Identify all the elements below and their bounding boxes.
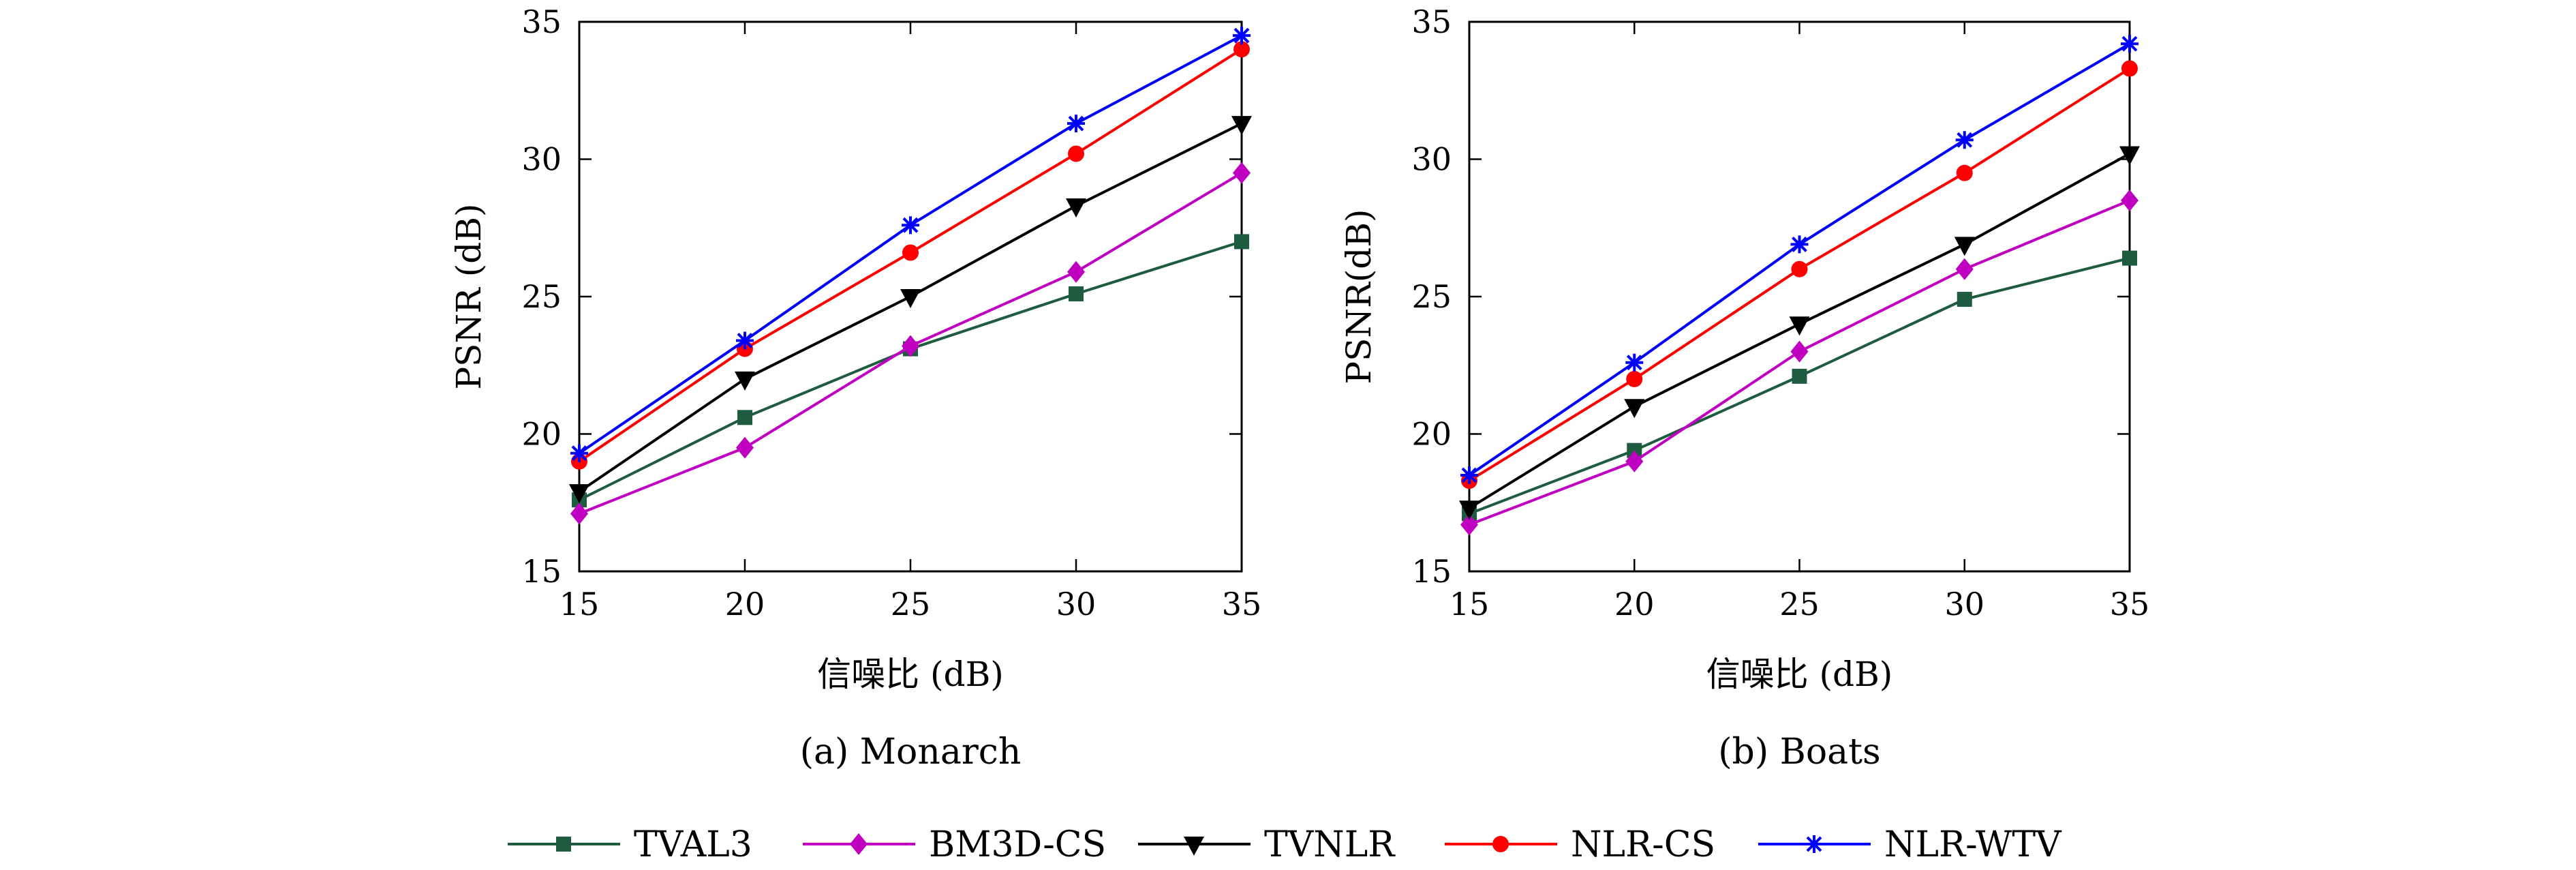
data-point-nlr-cs — [902, 244, 919, 261]
data-point-bm3d-cs — [1233, 162, 1251, 184]
x-tick-label: 35 — [1222, 586, 1262, 622]
legend-marker-bm3d-cs — [850, 833, 868, 855]
legend-label-tval3: TVAL3 — [634, 824, 752, 865]
data-point-tvnlr — [1624, 399, 1645, 419]
legend-label-nlr-cs: NLR-CS — [1571, 824, 1715, 865]
x-tick-label: 15 — [559, 586, 600, 622]
data-point-nlr-wtv — [1233, 27, 1251, 45]
legend-label-nlr-wtv: NLR-WTV — [1884, 824, 2062, 865]
legend-marker-tvnlr — [1184, 837, 1204, 856]
data-point-bm3d-cs — [1790, 340, 1809, 363]
series-line-tval3 — [1469, 256, 2130, 515]
data-point-tvnlr — [900, 289, 921, 308]
y-axis-label: PSNR (dB) — [449, 204, 489, 390]
data-point-nlr-wtv — [1790, 235, 1809, 254]
series-line-nlr-wtv — [578, 34, 1242, 455]
x-tick-label: 25 — [891, 586, 931, 622]
data-point-tvnlr — [1459, 500, 1479, 520]
legend-label-bm3d-cs: BM3D-CS — [929, 824, 1106, 865]
legend-marker-nlr-wtv — [1805, 835, 1823, 853]
data-point-tvnlr — [1231, 116, 1252, 136]
y-tick-label: 15 — [1411, 553, 1452, 590]
x-tick-label: 20 — [1614, 586, 1655, 622]
chart-boats: 15 20 25 30 35 15 20 25 30 35 信噪比 (dB) PSNR(dB) (b) … — [1339, 3, 2149, 772]
data-point-tval3 — [1069, 286, 1084, 301]
data-point-nlr-cs — [2121, 60, 2138, 77]
data-point-tval3 — [1792, 368, 1807, 384]
data-point-tvnlr — [1066, 198, 1086, 218]
series-line-nlr-wtv — [1468, 42, 2131, 477]
data-point-tval3 — [1957, 292, 1972, 308]
data-point-tval3 — [737, 410, 752, 425]
x-axis-label: 信噪比 (dB) — [817, 655, 1004, 694]
subfigure-caption: (a) Monarch — [800, 732, 1022, 772]
data-point-bm3d-cs — [1460, 513, 1478, 536]
data-point-tvnlr — [2119, 146, 2140, 166]
data-point-nlr-wtv — [902, 216, 919, 235]
subfigure-caption: (b) Boats — [1718, 732, 1881, 772]
data-point-tvnlr — [569, 484, 589, 504]
x-axis-label: 信噪比 (dB) — [1706, 655, 1893, 694]
chart-monarch: 15 20 25 30 35 15 20 25 30 35 信噪比 (dB) PSNR (dB) (a)… — [449, 3, 1261, 772]
data-point-nlr-cs — [1956, 164, 1973, 181]
data-point-tval3 — [1234, 234, 1249, 250]
data-point-bm3d-cs — [570, 502, 588, 525]
data-point-nlr-cs — [1626, 370, 1643, 387]
x-tick-label: 35 — [2110, 586, 2150, 622]
data-point-nlr-wtv — [1625, 353, 1644, 372]
data-point-nlr-cs — [1233, 41, 1250, 58]
data-point-nlr-wtv — [570, 444, 588, 462]
y-tick-label: 25 — [1411, 278, 1452, 315]
legend-marker-nlr-cs — [1492, 836, 1509, 852]
x-tick-label: 30 — [1056, 586, 1097, 622]
legend-marker-tval3 — [556, 837, 571, 852]
y-tick-label: 30 — [521, 141, 562, 178]
y-tick-label: 35 — [521, 3, 562, 40]
legend-label-tvnlr: TVNLR — [1264, 824, 1396, 865]
data-point-nlr-wtv — [1460, 466, 1478, 484]
plot-frame — [1468, 20, 2131, 573]
series-line-tval3 — [579, 240, 1242, 502]
data-point-bm3d-cs — [1625, 450, 1644, 472]
legend: TVAL3 BM3D-CS TVNLR NLR-CS NLR-WTV — [508, 824, 2062, 865]
data-point-bm3d-cs — [902, 335, 919, 357]
x-tick-label: 30 — [1944, 586, 1984, 622]
y-tick-label: 25 — [521, 278, 562, 315]
data-point-nlr-wtv — [2121, 35, 2138, 53]
data-point-tvnlr — [1954, 237, 1975, 256]
data-point-tval3 — [1627, 442, 1642, 458]
data-point-bm3d-cs — [736, 436, 754, 459]
data-point-nlr-cs — [1791, 260, 1808, 278]
y-tick-label: 15 — [521, 553, 562, 590]
data-point-nlr-wtv — [736, 331, 754, 350]
y-tick-label: 35 — [1411, 3, 1452, 40]
y-tick-label: 30 — [1411, 141, 1452, 178]
data-point-nlr-wtv — [1067, 115, 1085, 133]
data-point-tvnlr — [1789, 316, 1810, 336]
data-point-bm3d-cs — [2121, 189, 2138, 211]
y-tick-label: 20 — [1411, 416, 1452, 453]
data-point-tval3 — [2122, 250, 2137, 266]
x-tick-label: 15 — [1450, 586, 1490, 622]
y-axis-label: PSNR(dB) — [1339, 209, 1379, 384]
data-point-tvnlr — [735, 371, 755, 391]
x-tick-label: 25 — [1779, 586, 1820, 622]
x-tick-label: 20 — [725, 586, 765, 622]
data-point-bm3d-cs — [1067, 260, 1085, 283]
data-point-nlr-cs — [1068, 145, 1084, 162]
y-tick-label: 20 — [521, 416, 562, 453]
data-point-bm3d-cs — [1955, 258, 1974, 280]
data-point-nlr-wtv — [1955, 131, 1974, 149]
